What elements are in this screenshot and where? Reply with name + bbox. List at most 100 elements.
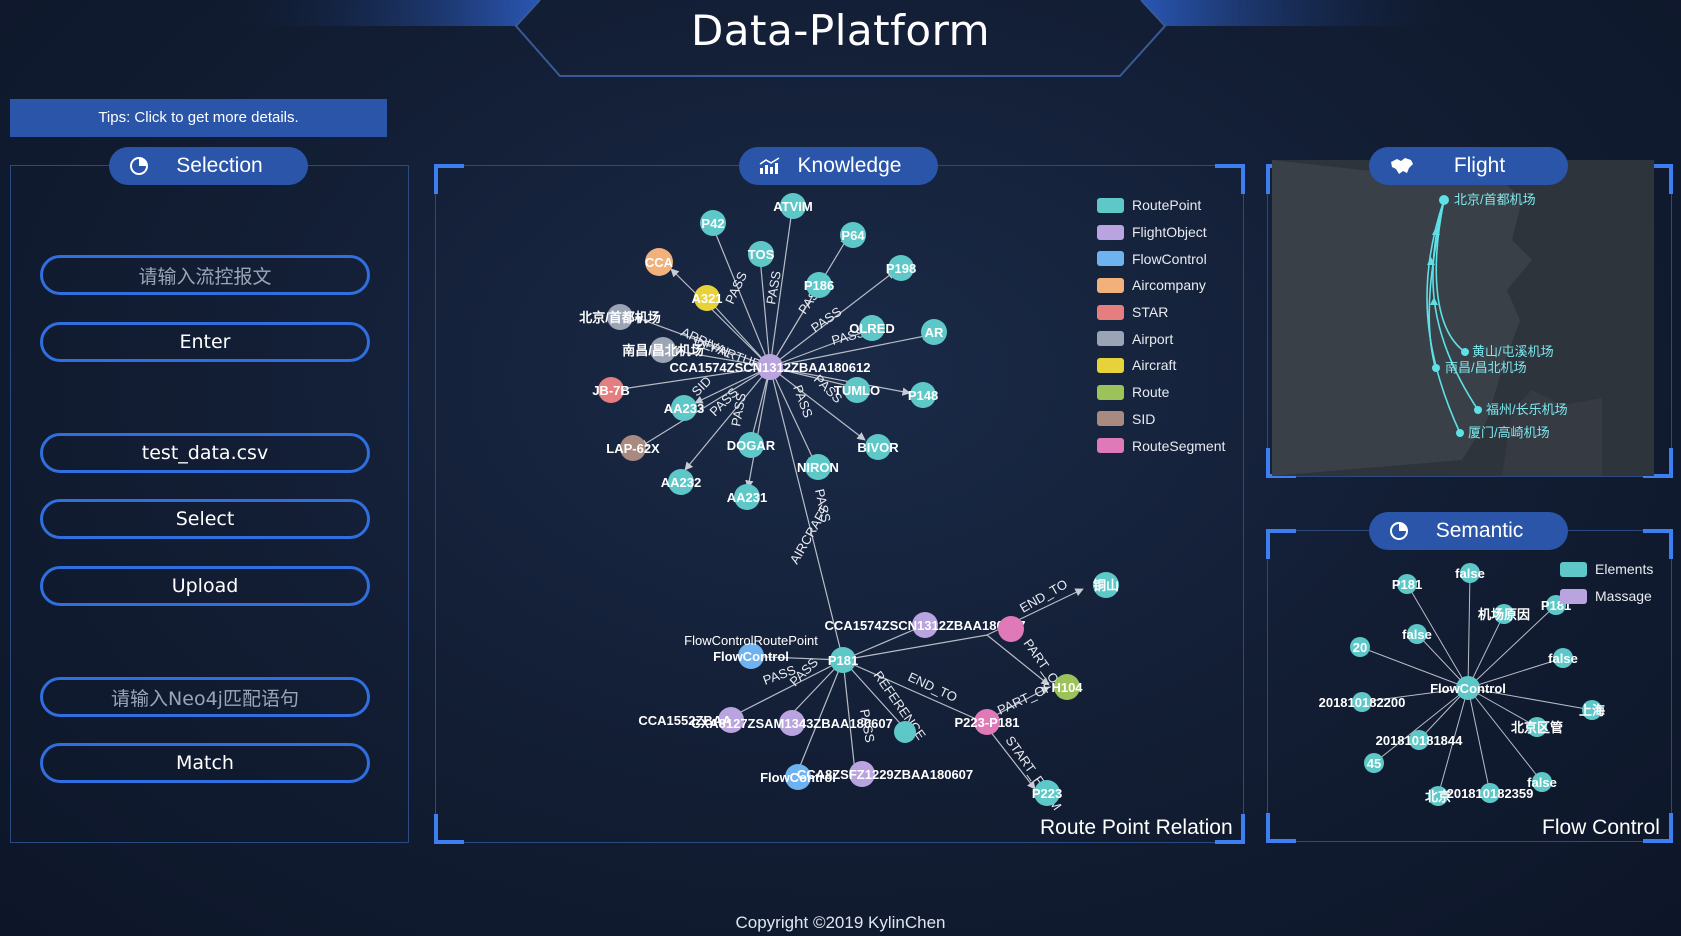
svg-text:FlowControlRoutePoint: FlowControlRoutePoint xyxy=(684,633,818,648)
semantic-node-center: FlowControl xyxy=(1430,676,1506,700)
flight-routes: 北京/首都机场 黄山/屯溪机场 南昌/昌北机场 福州/长乐机场 厦门/高崎机场 xyxy=(1426,192,1568,440)
node-p42: P42 xyxy=(700,210,726,236)
knowledge-legend[interactable]: RoutePoint FlightObject FlowControl Airc… xyxy=(1097,192,1225,459)
legend-massage[interactable]: Massage xyxy=(1595,588,1652,605)
semantic-node-beijing-acc: 北京区管 xyxy=(1511,717,1563,737)
svg-text:P148: P148 xyxy=(908,388,938,403)
flow-message-input[interactable]: 请输入流控报文 xyxy=(40,255,370,295)
select-button[interactable]: Select xyxy=(40,499,370,539)
semantic-node-beijing: 北京 xyxy=(1425,786,1451,806)
semantic-header: Semantic xyxy=(1369,512,1568,550)
svg-text:201810182200: 201810182200 xyxy=(1319,695,1406,710)
legend-aircraft[interactable]: Aircraft xyxy=(1132,357,1177,374)
semantic-node-false-a: false xyxy=(1455,563,1485,583)
svg-text:false: false xyxy=(1527,775,1557,790)
svg-text:201810182359: 201810182359 xyxy=(1447,786,1534,801)
legend-flowcontrol[interactable]: FlowControl xyxy=(1132,250,1207,267)
node-niron: NIRON xyxy=(797,454,839,480)
semantic-legend[interactable]: Elements Massage xyxy=(1560,556,1653,609)
upload-button[interactable]: Upload xyxy=(40,566,370,606)
semantic-node-time-a: 201810182200 xyxy=(1319,692,1406,712)
neo4j-query-input[interactable]: 请输入Neo4j匹配语句 xyxy=(40,677,370,717)
svg-text:CCA1574ZSCN1312ZBAA180612: CCA1574ZSCN1312ZBAA180612 xyxy=(670,360,871,375)
svg-text:北京区管: 北京区管 xyxy=(1511,720,1563,735)
svg-text:P64: P64 xyxy=(841,228,865,243)
legend-airport[interactable]: Airport xyxy=(1132,330,1174,347)
map-land xyxy=(1272,160,1654,476)
svg-text:AA233: AA233 xyxy=(664,401,704,416)
graph-nodes[interactable]: CCA1574ZSCN1312ZBAA180612 P42 ATVIM P64 … xyxy=(579,193,1119,806)
legend-routepoint[interactable]: RoutePoint xyxy=(1132,197,1202,214)
svg-text:false: false xyxy=(1455,566,1485,581)
node-ar: AR xyxy=(921,319,947,345)
match-button[interactable]: Match xyxy=(40,743,370,783)
node-aa233: AA233 xyxy=(664,395,704,421)
copyright: Copyright ©2019 KylinChen xyxy=(735,913,946,932)
node-tongshan: 铜山 xyxy=(1092,572,1119,598)
svg-text:ATVIM: ATVIM xyxy=(773,199,812,214)
svg-text:H104: H104 xyxy=(1051,680,1083,695)
node-tos: TOS xyxy=(748,241,775,267)
semantic-node-45: 45 xyxy=(1364,753,1384,773)
svg-text:南昌/昌北机场: 南昌/昌北机场 xyxy=(622,343,704,358)
svg-text:PASS: PASS xyxy=(790,383,816,420)
node-aa232: AA232 xyxy=(661,469,701,495)
svg-text:北京/首都机场: 北京/首都机场 xyxy=(579,310,661,325)
svg-text:CCA: CCA xyxy=(645,255,674,270)
tips-banner[interactable]: Tips: Click to get more details. xyxy=(10,99,387,137)
legend-star[interactable]: STAR xyxy=(1132,304,1169,321)
svg-text:CCA8ZSFZ1229ZBAA180607: CCA8ZSFZ1229ZBAA180607 xyxy=(797,767,973,782)
legend-sid[interactable]: SID xyxy=(1132,410,1156,427)
node-flowcontrol-2: FlowControl xyxy=(760,764,836,790)
svg-text:CCA1552ZBAA: CCA1552ZBAA xyxy=(638,713,732,728)
airport-pek: 北京/首都机场 xyxy=(1454,192,1536,207)
semantic-title: Semantic xyxy=(1435,519,1524,542)
semantic-node-false-b: false xyxy=(1402,624,1432,644)
svg-text:机场原因: 机场原因 xyxy=(1478,607,1530,622)
svg-text:PASS: PASS xyxy=(763,269,784,305)
node-h104: H104 xyxy=(1051,674,1083,700)
svg-text:AR: AR xyxy=(925,325,944,340)
knowledge-graph[interactable]: PASS PASS PASS PASS PASS ARRIVAL DEPARTU… xyxy=(435,165,1242,841)
node-c1552: CCA1552ZBAA xyxy=(638,707,744,733)
node-dogar: DOGAR xyxy=(727,432,776,458)
semantic-graph[interactable]: FlowControl P181 false P181 机场原因 20 fals… xyxy=(1267,530,1670,840)
semantic-node-shanghai: 上海 xyxy=(1579,700,1605,720)
node-p223-p181: P223-P181 xyxy=(954,709,1020,735)
legend-flightobject[interactable]: FlightObject xyxy=(1132,224,1207,241)
node-center-2: CCA1574ZSCN1312ZBAA180607 xyxy=(825,612,1025,638)
svg-text:TUMLO: TUMLO xyxy=(834,383,880,398)
node-p181: P181 xyxy=(828,647,858,673)
svg-text:AA232: AA232 xyxy=(661,475,701,490)
node-p148: P148 xyxy=(908,382,938,408)
node-olred: OLRED xyxy=(849,315,895,341)
svg-text:北京: 北京 xyxy=(1425,789,1451,804)
flight-map[interactable] xyxy=(1272,160,1654,476)
node-lap62x: LAP-62X xyxy=(606,435,660,461)
semantic-nodes[interactable]: FlowControl P181 false P181 机场原因 20 fals… xyxy=(1319,563,1605,806)
svg-text:DOGAR: DOGAR xyxy=(727,438,776,453)
node-small-1 xyxy=(894,721,916,743)
svg-text:45: 45 xyxy=(1367,756,1381,771)
world-map-icon xyxy=(1391,158,1413,174)
bar-chart-icon xyxy=(759,157,780,174)
legend-aircompany[interactable]: Aircompany xyxy=(1132,277,1206,294)
semantic-edges xyxy=(1359,572,1593,797)
legend-route[interactable]: Route xyxy=(1132,384,1170,401)
svg-text:false: false xyxy=(1402,627,1432,642)
svg-text:FlowControl: FlowControl xyxy=(713,649,789,664)
svg-text:JB-7B: JB-7B xyxy=(592,383,630,398)
svg-text:P186: P186 xyxy=(804,278,834,293)
svg-text:P223-P181: P223-P181 xyxy=(954,715,1019,730)
enter-button[interactable]: Enter xyxy=(40,322,370,362)
page-title: Data-Platform xyxy=(690,6,991,55)
svg-text:PASS: PASS xyxy=(728,391,749,427)
header-decoration xyxy=(230,0,1451,77)
pie-chart-icon xyxy=(130,157,148,175)
svg-text:P181: P181 xyxy=(1392,577,1422,592)
node-atvim: ATVIM xyxy=(773,193,813,219)
node-p64: P64 xyxy=(840,222,866,248)
legend-routesegment[interactable]: RouteSegment xyxy=(1132,437,1226,454)
legend-elements[interactable]: Elements xyxy=(1595,561,1654,578)
file-name-field[interactable]: test_data.csv xyxy=(40,433,370,473)
